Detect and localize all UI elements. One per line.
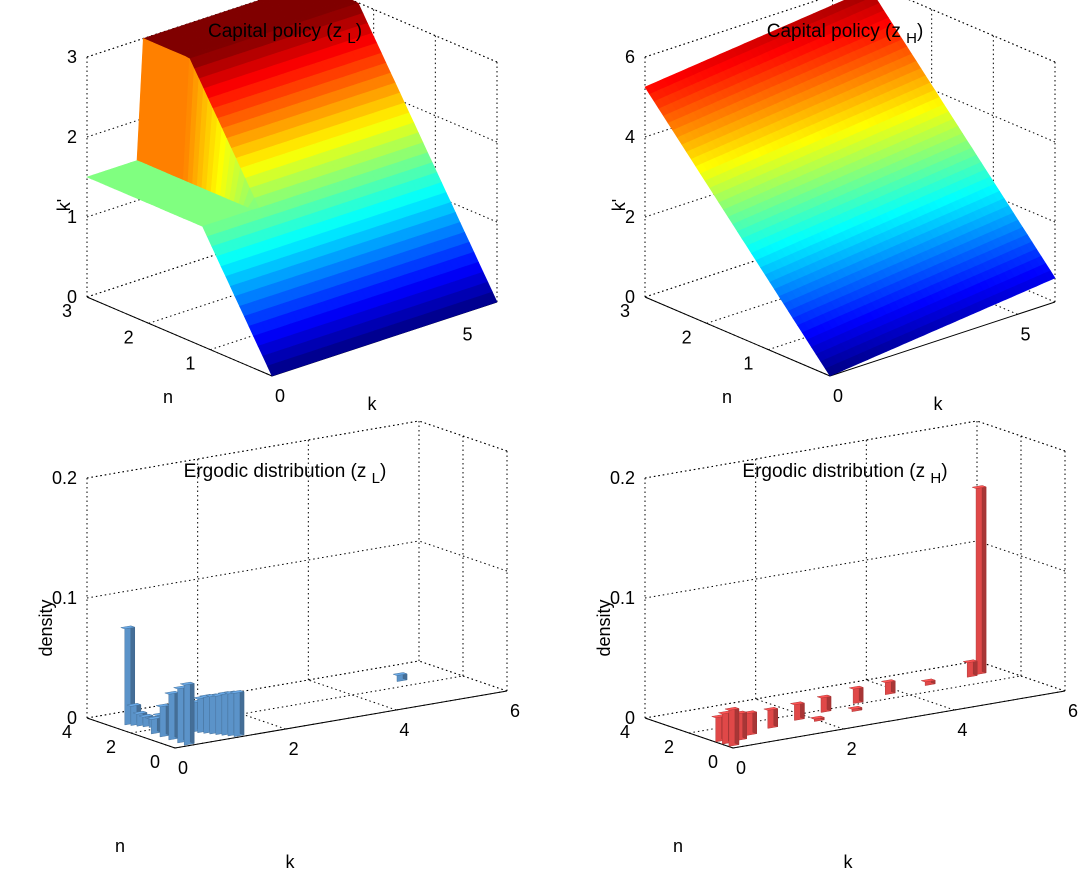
ergodic-distribution-zh-xtick: 4	[957, 720, 967, 740]
ergodic-distribution-zl-ztick: 0	[67, 708, 77, 728]
capital-policy-zl-ytick: 2	[124, 327, 134, 347]
ergodic-distribution-zh-title: Ergodic distribution (z H)	[742, 461, 947, 487]
ergodic-distribution-zl-zlabel: density	[36, 599, 56, 656]
capital-policy-zh-ylabel: n	[722, 387, 732, 407]
capital-policy-zl-ztick: 1	[67, 207, 77, 227]
capital-policy-zl-title-close: )	[356, 21, 362, 42]
ergodic-distribution-zh-ztick: 0	[625, 708, 635, 728]
capital-policy-zh-zlabel: k'	[609, 199, 629, 211]
ergodic-distribution-zh-ztick: 0.1	[610, 588, 635, 608]
ergodic-distribution-zl-ztick: 0.2	[52, 468, 77, 488]
capital-policy-zl-xtick: 0	[275, 386, 285, 406]
ergodic-distribution-zh-grid	[644, 420, 1066, 749]
ergodic-distribution-zh-title-main: Ergodic distribution (z	[742, 461, 930, 482]
ergodic-distribution-zl-xtick: 2	[289, 739, 299, 759]
capital-policy-zh-surface-patch	[824, 365, 837, 377]
ergodic-distribution-zl-xtick: 0	[178, 758, 188, 778]
capital-policy-zh-xlabel: k	[934, 394, 944, 414]
ergodic-distribution-zh-ytick: 2	[664, 737, 674, 757]
capital-policy-zh-ztick: 0	[625, 287, 635, 307]
ergodic-distribution-zh-bar	[972, 485, 987, 675]
capital-policy-zl-ztick: 0	[67, 287, 77, 307]
capital-policy-zl-surface	[86, 0, 498, 377]
capital-policy-zl-ytick: 3	[62, 301, 72, 321]
capital-policy-zh-ytick: 3	[620, 301, 630, 321]
ergodic-distribution-zh-ylabel: n	[673, 836, 683, 856]
ergodic-distribution-zh-bar	[963, 659, 978, 678]
ergodic-distribution-zl-title-main: Ergodic distribution (z	[184, 461, 372, 482]
capital-policy-zl-ytick: 1	[185, 354, 195, 374]
ergodic-distribution-zl-title: Ergodic distribution (z L)	[184, 461, 387, 487]
ergodic-distribution-zh-xtick: 2	[847, 739, 857, 759]
capital-policy-zl-ztick: 2	[67, 127, 77, 147]
capital-policy-zl-xlabel: k	[368, 394, 378, 414]
ergodic-distribution-zh-title-close: )	[941, 461, 947, 482]
ergodic-distribution-zh-ytick: 0	[708, 752, 718, 772]
capital-policy-zh-title: Capital policy (z H)	[767, 21, 924, 47]
capital-policy-zh-surface	[644, 0, 1056, 377]
ergodic-distribution-zl-ztick: 0.1	[52, 588, 77, 608]
ergodic-distribution-zl-xlabel: k	[286, 852, 296, 872]
ergodic-distribution-zl-ytick: 2	[106, 737, 116, 757]
ergodic-distribution-zh-xtick: 6	[1068, 701, 1078, 721]
capital-policy-zh-ztick: 4	[625, 127, 635, 147]
ergodic-distribution-zl-bar	[180, 681, 195, 746]
capital-policy-zh-ztick: 6	[625, 47, 635, 67]
ergodic-distribution-zh-bar	[724, 706, 740, 747]
ergodic-distribution-zh-title-sub: H	[930, 470, 941, 487]
capital-policy-zl-ylabel: n	[163, 387, 173, 407]
capital-policy-zl-title-main: Capital policy (z	[208, 21, 347, 42]
capital-policy-zh-title-close: )	[917, 21, 923, 42]
capital-policy-zl-surface-patch	[266, 363, 279, 377]
ergodic-distribution-zh-bar	[763, 706, 779, 729]
ergodic-distribution-zh-bar	[790, 701, 805, 721]
ergodic-distribution-zh-bar	[810, 715, 825, 722]
ergodic-distribution-zl-bar	[120, 625, 136, 726]
ergodic-distribution-zh-bar	[816, 694, 832, 713]
capital-policy-zh-ytick: 1	[743, 354, 753, 374]
ergodic-distribution-zh-bar	[881, 679, 896, 695]
ergodic-distribution-zl-title-sub: L	[372, 470, 380, 487]
capital-policy-zl-title-sub: L	[347, 30, 355, 47]
ergodic-distribution-zl-bars	[120, 625, 408, 746]
ergodic-distribution-zh-bars	[711, 485, 987, 747]
ergodic-distribution-zh-ztick: 0.2	[610, 468, 635, 488]
ergodic-distribution-zh-bar	[849, 685, 864, 704]
capital-policy-zh-ytick: 2	[682, 327, 692, 347]
ergodic-distribution-zh-xlabel: k	[844, 852, 854, 872]
capital-policy-zl-zlabel: k'	[54, 199, 74, 211]
ergodic-distribution-zl-xtick: 4	[399, 720, 409, 740]
ergodic-distribution-zl-ylabel: n	[115, 836, 125, 856]
capital-policy-zh-title-sub: H	[906, 30, 917, 47]
capital-policy-zh-ztick: 2	[625, 207, 635, 227]
capital-policy-zl-xtick: 5	[462, 324, 472, 344]
ergodic-distribution-zh-ytick: 4	[620, 722, 630, 742]
ergodic-distribution-zh-xtick: 0	[736, 758, 746, 778]
capital-policy-zh-xtick: 5	[1020, 324, 1030, 344]
capital-policy-zh-title-main: Capital policy (z	[767, 21, 906, 42]
ergodic-distribution-zl-bar	[392, 672, 408, 682]
ergodic-distribution-zl-ytick: 4	[62, 722, 72, 742]
ergodic-distribution-zl-ytick: 0	[150, 752, 160, 772]
ergodic-distribution-zl-xtick: 6	[510, 701, 520, 721]
ergodic-distribution-zh-bar	[732, 710, 747, 741]
ergodic-distribution-zl-bar	[229, 690, 245, 737]
ergodic-distribution-zl-title-close: )	[380, 461, 386, 482]
capital-policy-zh-xtick: 0	[833, 386, 843, 406]
ergodic-distribution-zh-zlabel: density	[594, 599, 614, 656]
capital-policy-zl-ztick: 3	[67, 47, 77, 67]
capital-policy-zl-title: Capital policy (z L)	[208, 21, 362, 47]
ergodic-distribution-zl-grid	[86, 420, 508, 749]
ergodic-distribution-zh-bar	[921, 678, 936, 686]
ergodic-distribution-zh-bar	[847, 705, 863, 712]
